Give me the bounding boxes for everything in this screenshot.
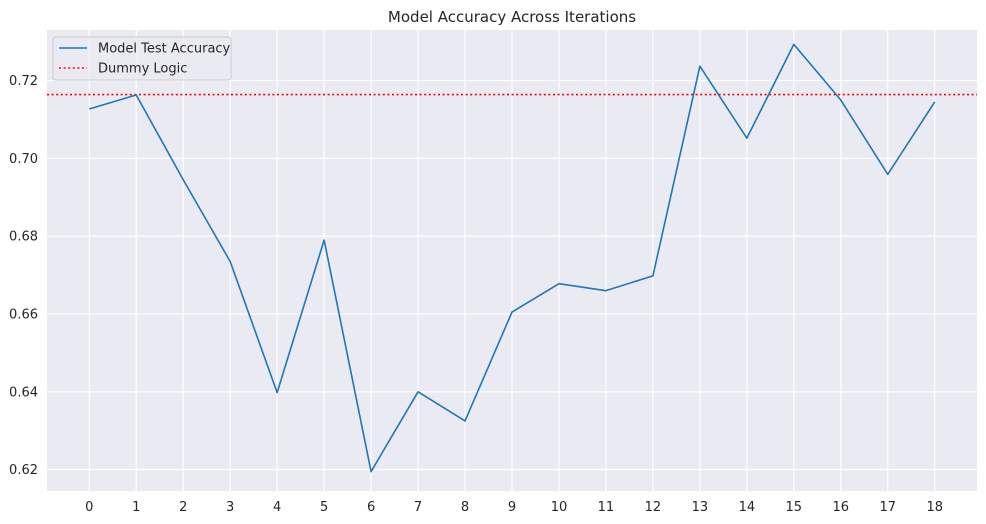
- legend-label-model-test-accuracy: Model Test Accuracy: [98, 42, 231, 57]
- data-layer: [47, 43, 977, 473]
- x-tick-label: 1: [132, 500, 140, 515]
- x-tick-label: 16: [833, 500, 850, 515]
- x-tick-label: 17: [879, 500, 896, 515]
- y-tick-label: 0.68: [9, 230, 38, 245]
- chart-title: Model Accuracy Across Iterations: [388, 8, 636, 26]
- x-tick-label: 12: [645, 500, 662, 515]
- x-tick-label: 0: [85, 500, 93, 515]
- x-axis-ticks: 0 1 2 3 4 5 6 7 8 9 10 11 12 13 14 15 16 17 18: [85, 500, 943, 515]
- x-tick-label: 7: [414, 500, 422, 515]
- y-tick-label: 0.72: [9, 74, 38, 89]
- x-tick-label: 11: [598, 500, 615, 515]
- y-tick-label: 0.62: [9, 463, 38, 478]
- x-tick-label: 4: [273, 500, 281, 515]
- legend: Model Test Accuracy Dummy Logic: [52, 36, 232, 81]
- x-tick-label: 5: [320, 500, 328, 515]
- x-tick-label: 13: [692, 500, 709, 515]
- y-tick-label: 0.70: [9, 152, 38, 167]
- y-tick-label: 0.66: [9, 307, 38, 322]
- x-tick-label: 3: [226, 500, 234, 515]
- x-tick-label: 15: [786, 500, 803, 515]
- x-tick-label: 6: [367, 500, 375, 515]
- legend-box: [52, 36, 232, 81]
- y-tick-label: 0.64: [9, 385, 38, 400]
- x-tick-label: 10: [551, 500, 568, 515]
- x-tick-label: 18: [926, 500, 943, 515]
- x-tick-label: 2: [179, 500, 187, 515]
- legend-label-dummy-logic: Dummy Logic: [98, 62, 187, 77]
- x-tick-label: 8: [461, 500, 469, 515]
- y-axis-ticks: 0.62 0.64 0.66 0.68 0.70 0.72: [9, 74, 38, 478]
- x-tick-label: 9: [508, 500, 516, 515]
- x-tick-label: 14: [739, 500, 756, 515]
